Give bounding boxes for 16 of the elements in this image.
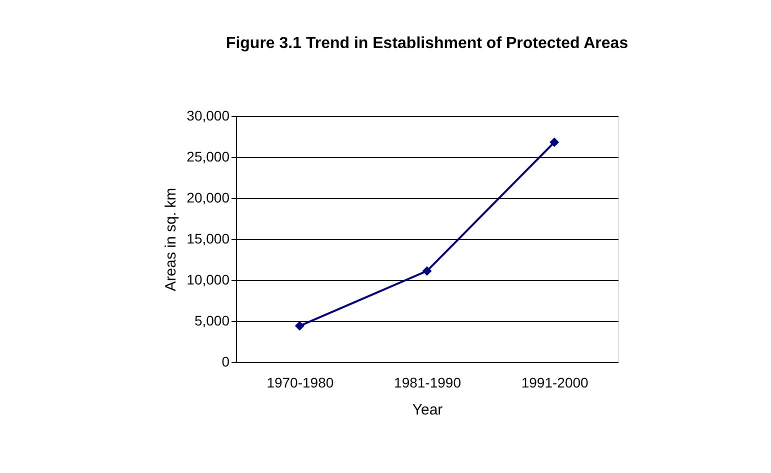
- x-tick-label: 1991-2000: [521, 374, 589, 390]
- y-axis-title: Areas in sq. km: [162, 188, 180, 292]
- y-tick-label: 5,000: [194, 312, 230, 328]
- x-tick-label: 1970-1980: [266, 374, 334, 390]
- y-tick-label: 10,000: [186, 272, 230, 288]
- chart-title: Figure 3.1 Trend in Establishment of Protected Areas: [226, 35, 628, 52]
- y-tick-label: 15,000: [186, 230, 230, 246]
- point: [550, 137, 560, 147]
- y-tick-label: 30,000: [186, 108, 230, 124]
- x-axis-title: Year: [412, 402, 443, 418]
- y-tick-label: 0: [222, 354, 230, 370]
- y-tick-label: 20,000: [186, 190, 230, 206]
- y-tick-label: 25,000: [186, 148, 230, 164]
- x-tick-label: 1981-1990: [394, 374, 462, 390]
- point: [294, 321, 304, 331]
- point: [422, 266, 432, 276]
